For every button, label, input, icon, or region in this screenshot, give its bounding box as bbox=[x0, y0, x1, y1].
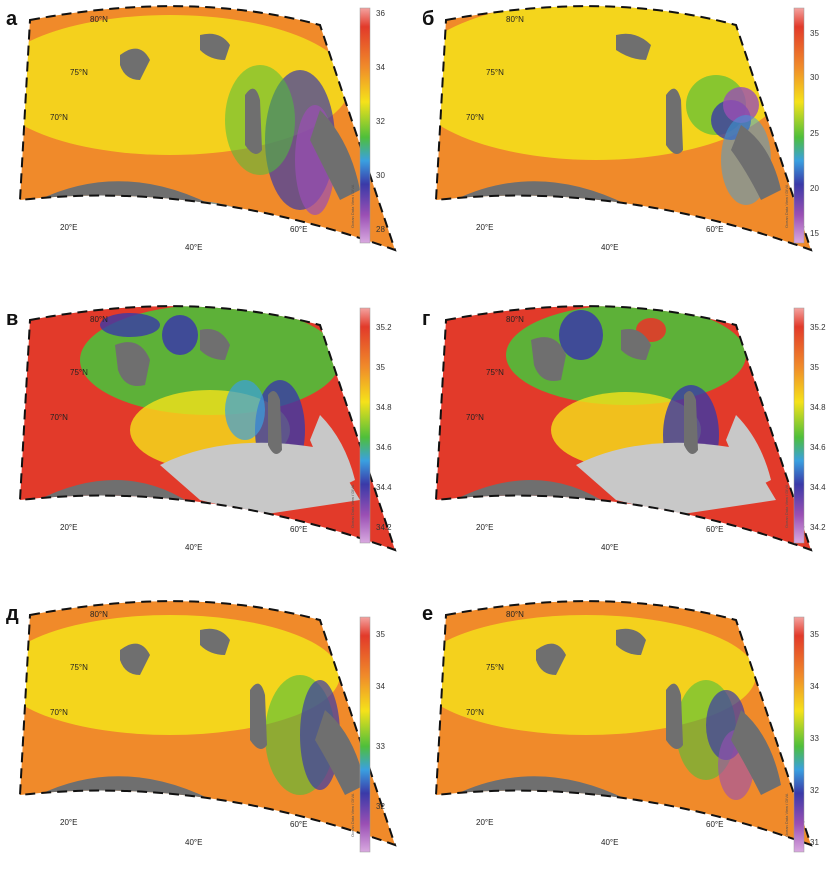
salinity-map: 80°N 75°N 70°N 20°E 40°E 60°E 36 34 32 3… bbox=[18, 5, 397, 252]
svg-text:34.6: 34.6 bbox=[810, 443, 826, 452]
svg-text:70°N: 70°N bbox=[466, 708, 484, 717]
svg-text:40°E: 40°E bbox=[601, 543, 618, 552]
svg-text:34.8: 34.8 bbox=[376, 403, 392, 412]
svg-text:60°E: 60°E bbox=[706, 525, 723, 534]
svg-text:70°N: 70°N bbox=[466, 113, 484, 122]
svg-text:35: 35 bbox=[810, 363, 819, 372]
panel-letter: д bbox=[6, 603, 19, 625]
svg-text:Ocean Data View / DIVA: Ocean Data View / DIVA bbox=[350, 484, 355, 528]
svg-text:60°E: 60°E bbox=[290, 525, 307, 534]
svg-text:80°N: 80°N bbox=[506, 315, 524, 324]
salinity-map: 80°N 75°N 70°N 20°E 40°E 60°E 35.2 35 34… bbox=[434, 305, 826, 552]
svg-text:20°E: 20°E bbox=[60, 223, 77, 232]
svg-text:80°N: 80°N bbox=[90, 315, 108, 324]
map-panel-d: г 80°N 75°N 70°N 20°E 40°E bbox=[416, 300, 833, 590]
panel-letter: в bbox=[6, 308, 19, 330]
svg-text:35.2: 35.2 bbox=[810, 323, 826, 332]
svg-text:25: 25 bbox=[810, 129, 819, 138]
svg-text:35: 35 bbox=[376, 630, 385, 639]
svg-text:75°N: 75°N bbox=[70, 663, 88, 672]
map-panel-f: е 80°N 75°N 70°N 20°E 40°E 60°E bbox=[416, 595, 833, 883]
svg-text:35: 35 bbox=[810, 630, 819, 639]
svg-text:36: 36 bbox=[376, 9, 385, 18]
svg-text:32: 32 bbox=[376, 802, 385, 811]
salinity-map: 80°N 75°N 70°N 20°E 40°E 60°E 35 34 33 3… bbox=[434, 600, 819, 853]
svg-text:30: 30 bbox=[810, 73, 819, 82]
svg-text:34.4: 34.4 bbox=[376, 483, 392, 492]
svg-text:34.2: 34.2 bbox=[376, 523, 392, 532]
svg-text:20°E: 20°E bbox=[476, 523, 493, 532]
svg-text:20°E: 20°E bbox=[476, 223, 493, 232]
svg-text:80°N: 80°N bbox=[90, 15, 108, 24]
svg-text:34.6: 34.6 bbox=[376, 443, 392, 452]
svg-text:40°E: 40°E bbox=[185, 543, 202, 552]
svg-text:20°E: 20°E bbox=[476, 818, 493, 827]
svg-text:35.2: 35.2 bbox=[376, 323, 392, 332]
svg-text:40°E: 40°E bbox=[185, 838, 202, 847]
svg-text:60°E: 60°E bbox=[706, 225, 723, 234]
svg-text:34.8: 34.8 bbox=[810, 403, 826, 412]
svg-text:Ocean Data View / DIVA: Ocean Data View / DIVA bbox=[784, 484, 789, 528]
svg-text:20°E: 20°E bbox=[60, 523, 77, 532]
svg-text:35: 35 bbox=[376, 363, 385, 372]
colorbar: 35 34 33 32 Ocean Data View / DIVA bbox=[350, 616, 385, 853]
svg-text:34: 34 bbox=[376, 682, 385, 691]
panel-letter: г bbox=[422, 308, 431, 330]
svg-text:Ocean Data View / DIVA: Ocean Data View / DIVA bbox=[784, 793, 789, 837]
svg-text:40°E: 40°E bbox=[601, 243, 618, 252]
svg-text:75°N: 75°N bbox=[70, 368, 88, 377]
svg-text:80°N: 80°N bbox=[506, 15, 524, 24]
svg-text:34: 34 bbox=[376, 63, 385, 72]
map-panel-e: д 80°N 75°N 70°N 20°E 40°E 60°E bbox=[0, 595, 416, 883]
svg-text:Ocean Data View / DIVA: Ocean Data View / DIVA bbox=[784, 184, 789, 228]
colorbar: 36 34 32 30 28 Ocean Data View / DIVA bbox=[350, 7, 385, 244]
svg-text:34: 34 bbox=[810, 682, 819, 691]
svg-text:20: 20 bbox=[810, 184, 819, 193]
svg-text:70°N: 70°N bbox=[50, 113, 68, 122]
panel-letter: а bbox=[6, 8, 18, 30]
svg-text:30: 30 bbox=[376, 171, 385, 180]
svg-text:75°N: 75°N bbox=[486, 68, 504, 77]
colorbar: 35 30 25 20 15 Ocean Data View / DIVA bbox=[784, 7, 819, 244]
map-panel-a: а 80°N 75°N 70°N 20°E 40°E bbox=[0, 0, 416, 290]
svg-text:75°N: 75°N bbox=[486, 368, 504, 377]
svg-text:75°N: 75°N bbox=[486, 663, 504, 672]
colorbar: 35.2 35 34.8 34.6 34.4 34.2 Ocean Data V… bbox=[350, 307, 392, 544]
colorbar: 35 34 33 32 31 Ocean Data View / DIVA bbox=[784, 616, 819, 853]
svg-text:40°E: 40°E bbox=[185, 243, 202, 252]
svg-text:28: 28 bbox=[376, 225, 385, 234]
panel-letter: б bbox=[422, 8, 435, 30]
map-panel-b: б 80°N 75°N 70°N 20°E 40°E 60°E bbox=[416, 0, 833, 290]
salinity-map: 80°N 75°N 70°N 20°E 40°E 60°E 35 34 33 3… bbox=[18, 600, 397, 853]
panel-letter: е bbox=[422, 603, 434, 625]
svg-text:80°N: 80°N bbox=[90, 610, 108, 619]
svg-text:Ocean Data View / DIVA: Ocean Data View / DIVA bbox=[350, 184, 355, 228]
map-panel-c: в 80°N 75°N 70°N 20°E 40 bbox=[0, 300, 416, 590]
svg-text:70°N: 70°N bbox=[50, 708, 68, 717]
svg-text:Ocean Data View / DIVA: Ocean Data View / DIVA bbox=[350, 793, 355, 837]
svg-text:60°E: 60°E bbox=[290, 820, 307, 829]
svg-text:20°E: 20°E bbox=[60, 818, 77, 827]
svg-text:34.4: 34.4 bbox=[810, 483, 826, 492]
svg-text:34.2: 34.2 bbox=[810, 523, 826, 532]
svg-text:60°E: 60°E bbox=[290, 225, 307, 234]
svg-text:35: 35 bbox=[810, 29, 819, 38]
svg-text:70°N: 70°N bbox=[466, 413, 484, 422]
svg-text:32: 32 bbox=[376, 117, 385, 126]
svg-text:31: 31 bbox=[810, 838, 819, 847]
svg-text:33: 33 bbox=[376, 742, 385, 751]
svg-text:40°E: 40°E bbox=[601, 838, 618, 847]
colorbar: 35.2 35 34.8 34.6 34.4 34.2 Ocean Data V… bbox=[784, 307, 826, 544]
salinity-map: 80°N 75°N 70°N 20°E 40°E 60°E 35 30 25 2… bbox=[434, 5, 819, 252]
svg-text:15: 15 bbox=[810, 229, 819, 238]
svg-text:32: 32 bbox=[810, 786, 819, 795]
salinity-map: 80°N 75°N 70°N 20°E 40°E 60°E 35.2 35 34… bbox=[18, 305, 397, 552]
svg-text:33: 33 bbox=[810, 734, 819, 743]
svg-text:60°E: 60°E bbox=[706, 820, 723, 829]
svg-text:80°N: 80°N bbox=[506, 610, 524, 619]
svg-text:75°N: 75°N bbox=[70, 68, 88, 77]
svg-text:70°N: 70°N bbox=[50, 413, 68, 422]
